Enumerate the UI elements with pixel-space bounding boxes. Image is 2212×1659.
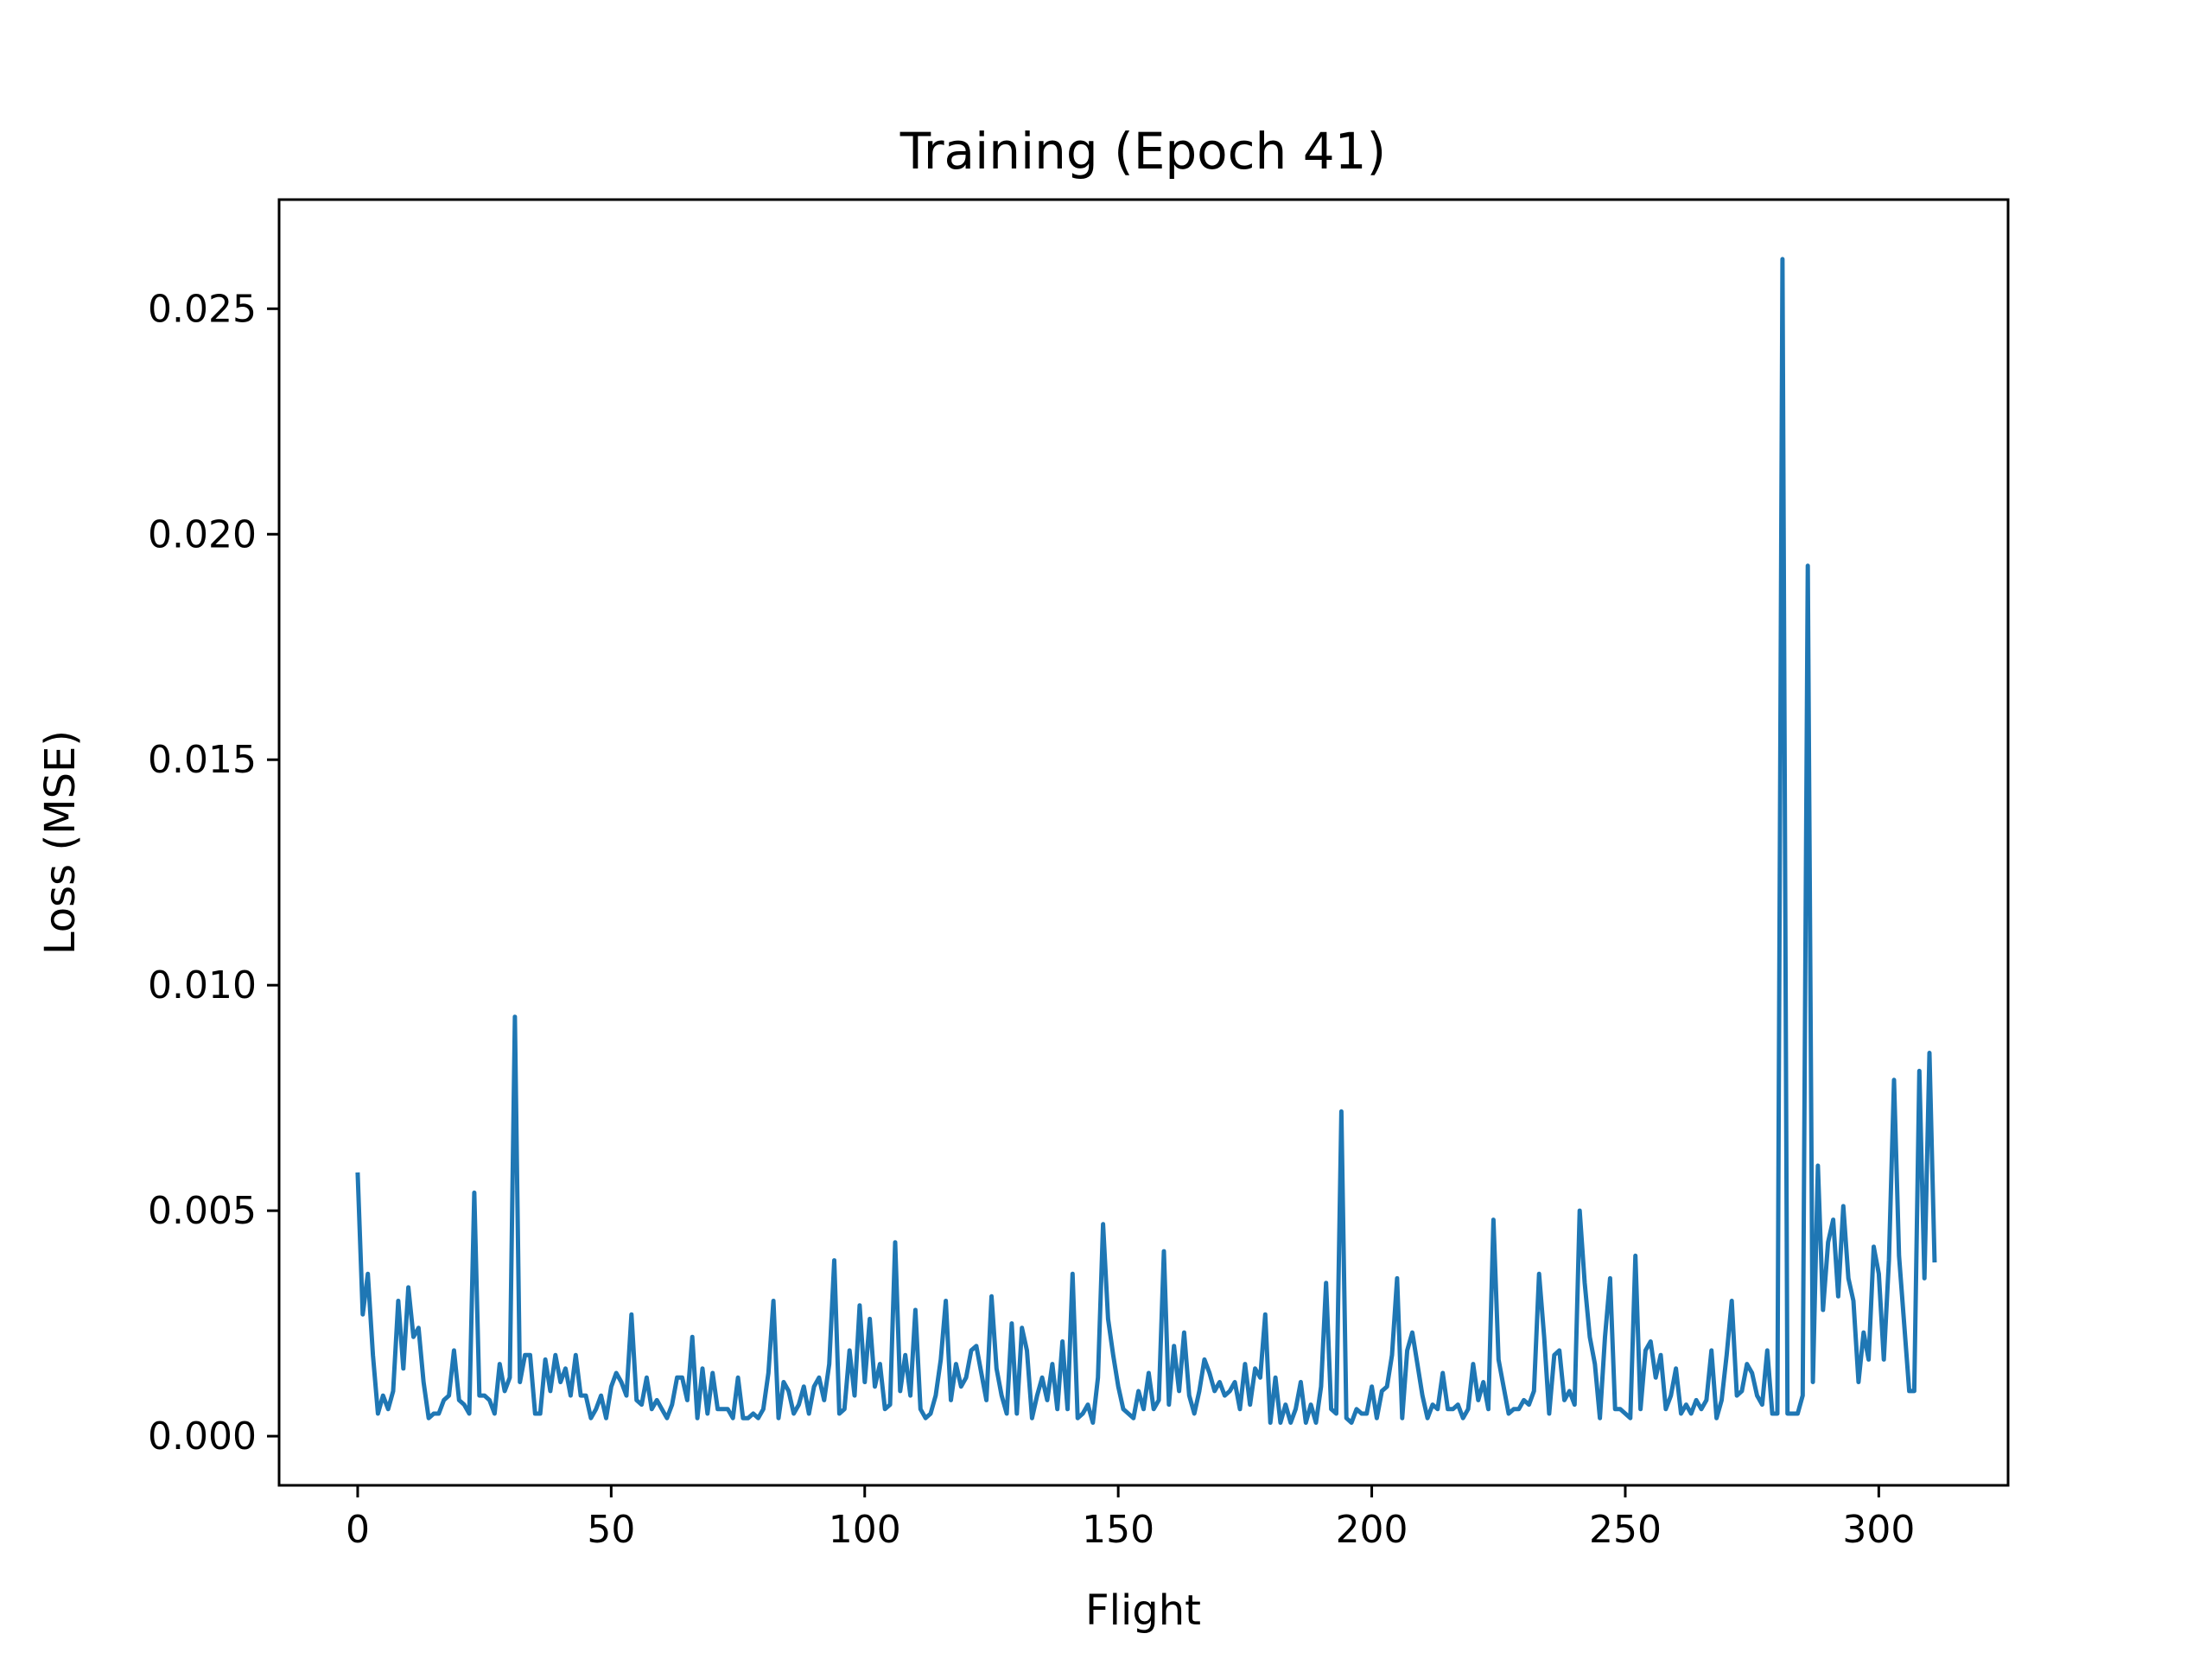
- x-tick-label: 50: [587, 1508, 635, 1552]
- y-tick-label: 0.000: [148, 1414, 257, 1459]
- x-tick-label: 250: [1589, 1508, 1662, 1552]
- x-tick-label: 100: [829, 1508, 901, 1552]
- y-axis-title: Loss (MSE): [36, 730, 85, 955]
- x-tick-label: 300: [1842, 1508, 1915, 1552]
- y-tick-label: 0.020: [148, 512, 257, 556]
- y-tick-label: 0.005: [148, 1189, 257, 1233]
- plot-area: [355, 257, 1937, 1425]
- y-tick-label: 0.010: [148, 963, 257, 1007]
- y-tick-label: 0.015: [148, 738, 257, 782]
- axes-frame: [277, 198, 2010, 1487]
- y-axis: 0.000 0.005 0.010 0.015 0.020 0.025: [148, 287, 279, 1459]
- x-axis-title: Flight: [1085, 1586, 1201, 1635]
- series-line-0: [355, 257, 1937, 1425]
- x-axis: 0 50 100 150 200 250 300: [346, 1485, 1915, 1552]
- chart-title: Training (Epoch 41): [899, 122, 1386, 181]
- x-tick-label: 0: [346, 1508, 370, 1552]
- y-tick-label: 0.025: [148, 287, 257, 331]
- x-tick-label: 200: [1336, 1508, 1408, 1552]
- x-tick-label: 150: [1082, 1508, 1154, 1552]
